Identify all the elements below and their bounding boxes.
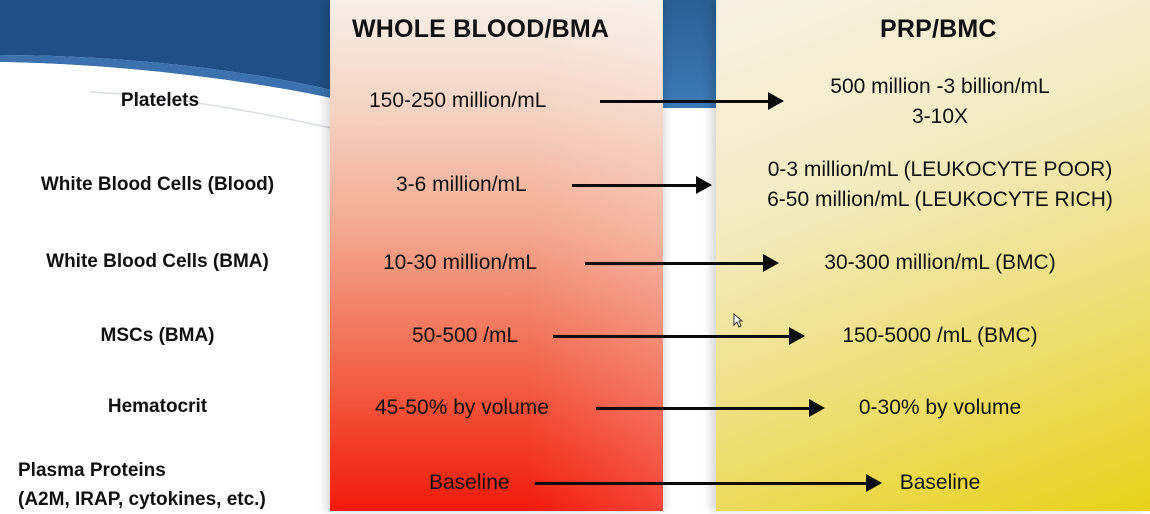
- prp-value-wbc-bma: 30-300 million/mL (BMC): [790, 248, 1090, 278]
- whole-value-wbc-bma: 10-30 million/mL: [383, 251, 538, 274]
- arrow-wbc-blood: [572, 176, 712, 194]
- row-label-plasma-proteins-line1: Plasma Proteins: [18, 460, 166, 481]
- prp-value-wbc-blood-line1: 0-3 million/mL (LEUKOCYTE POOR): [767, 158, 1113, 181]
- prp-value-mscs: 150-5000 /mL (BMC): [790, 321, 1090, 351]
- row-label-mscs: MSCs (BMA): [100, 325, 215, 346]
- arrow-platelets: [600, 92, 784, 110]
- row-label-wbc-bma: White Blood Cells (BMA): [46, 251, 269, 272]
- white-gap: [663, 108, 716, 511]
- row-label-hematocrit: Hematocrit: [107, 396, 208, 417]
- prp-value-wbc-blood-line2: 6-50 million/mL (LEUKOCYTE RICH): [767, 188, 1113, 211]
- prp-value-mscs-line1: 150-5000 /mL (BMC): [842, 324, 1038, 347]
- whole-value-platelets: 150-250 million/mL: [369, 89, 547, 112]
- whole-value-wbc-blood: 3-6 million/mL: [396, 173, 527, 196]
- arrow-wbc-bma: [585, 254, 779, 272]
- arrow-plasma-proteins: [535, 474, 882, 492]
- prp-value-platelets-line2: 3-10X: [911, 105, 969, 128]
- row-label-platelets: Platelets: [120, 90, 200, 111]
- row-label-plasma-proteins: Plasma Proteins (A2M, IRAP, cytokines, e…: [18, 456, 266, 514]
- whole-blood-column-sheen: [330, 0, 663, 511]
- whole-value-plasma-proteins: Baseline: [429, 471, 510, 494]
- prp-value-wbc-bma-line1: 30-300 million/mL (BMC): [824, 251, 1056, 274]
- arrow-hematocrit: [596, 399, 825, 417]
- prp-value-hematocrit: 0-30% by volume: [790, 393, 1090, 423]
- prp-value-plasma-proteins-line1: Baseline: [899, 471, 981, 494]
- blue-band-decoration: [663, 0, 716, 108]
- whole-value-hematocrit: 45-50% by volume: [375, 396, 549, 419]
- prp-value-wbc-blood: 0-3 million/mL (LEUKOCYTE POOR) 6-50 mil…: [745, 155, 1135, 215]
- prp-value-platelets-line1: 500 million -3 billion/mL: [830, 75, 1050, 98]
- header-prp-bmc: PRP/BMC: [880, 15, 997, 43]
- prp-value-hematocrit-line1: 0-30% by volume: [858, 396, 1022, 419]
- mouse-cursor-icon: [733, 313, 743, 328]
- row-label-plasma-proteins-line2: (A2M, IRAP, cytokines, etc.): [18, 489, 266, 510]
- whole-value-mscs: 50-500 /mL: [412, 324, 519, 347]
- whole-blood-column-background: [330, 0, 663, 511]
- arrow-mscs: [553, 327, 805, 345]
- prp-column-background: [716, 0, 1150, 511]
- row-label-wbc-blood: White Blood Cells (Blood): [40, 174, 275, 195]
- header-whole-blood: WHOLE BLOOD/BMA: [352, 15, 610, 43]
- blue-swoosh-decoration: [0, 0, 340, 140]
- prp-value-platelets: 500 million -3 billion/mL 3-10X: [790, 72, 1090, 132]
- prp-value-plasma-proteins: Baseline: [790, 468, 1090, 498]
